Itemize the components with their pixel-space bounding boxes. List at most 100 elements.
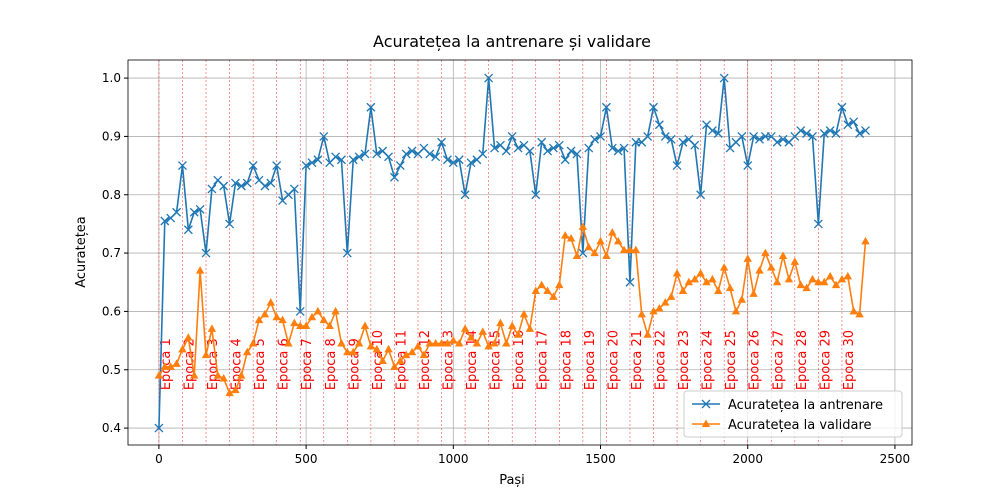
epoch-label: Epoca 28 (795, 330, 810, 390)
data-point (543, 146, 552, 156)
data-point (596, 236, 605, 245)
data-point (761, 248, 770, 257)
data-point (301, 161, 311, 171)
data-point (407, 146, 417, 156)
data-point (401, 149, 411, 159)
data-point (831, 280, 841, 289)
data-point (266, 178, 276, 188)
y-tick-label: 0.8 (102, 188, 121, 202)
data-point (225, 219, 235, 229)
y-axis-label: Acuratețea (74, 216, 89, 288)
data-point (443, 339, 452, 347)
x-tick-label: 1500 (585, 452, 616, 466)
data-point (513, 143, 523, 153)
data-point (496, 318, 505, 327)
data-point (266, 298, 275, 306)
data-point (696, 269, 705, 277)
data-point (325, 321, 334, 329)
data-point (348, 155, 358, 165)
x-tick-label: 500 (295, 452, 318, 466)
data-point (537, 137, 547, 147)
data-point (672, 269, 682, 277)
data-point (537, 280, 546, 289)
data-point (696, 190, 706, 200)
data-point (490, 339, 499, 347)
epoch-label: Epoca 25 (724, 330, 739, 390)
data-point (242, 178, 252, 188)
data-point (478, 149, 488, 159)
data-point (248, 161, 258, 171)
epoch-label: Epoca 10 (371, 330, 386, 390)
data-point (578, 222, 588, 230)
data-point (619, 143, 629, 153)
data-point (342, 248, 352, 258)
data-point (554, 140, 564, 150)
data-point (790, 257, 800, 265)
data-point (767, 263, 776, 271)
data-point (531, 286, 540, 294)
data-point (301, 321, 311, 329)
data-point (666, 292, 676, 300)
data-point (849, 117, 859, 127)
data-point (449, 336, 458, 344)
data-point (590, 134, 600, 144)
data-point (490, 143, 499, 153)
data-point (719, 73, 729, 83)
data-point (425, 339, 434, 347)
data-point (684, 277, 694, 286)
data-point (278, 315, 287, 324)
data-point (243, 347, 252, 356)
data-point (560, 231, 570, 239)
data-point (448, 158, 458, 168)
data-point (731, 306, 741, 315)
data-point (319, 131, 329, 141)
epoch-label: Epoca 27 (771, 330, 786, 390)
legend-label: Acuratețea la antrenare (728, 398, 883, 413)
data-point (231, 385, 240, 394)
data-point (360, 321, 370, 329)
data-point (225, 388, 234, 397)
epoch-label: Epoca 5 (253, 338, 268, 390)
data-point (284, 339, 293, 347)
x-tick-label: 1000 (438, 452, 469, 466)
data-point (584, 242, 593, 251)
data-point (566, 234, 576, 242)
y-tick-label: 0.7 (102, 246, 121, 260)
data-point (160, 216, 170, 226)
data-point (607, 143, 617, 153)
data-point (166, 362, 175, 370)
chart-title: Acuratețea la antrenare și validare (373, 32, 651, 51)
data-point (796, 126, 806, 136)
data-point (407, 347, 417, 356)
y-tick-label: 1.0 (102, 71, 121, 85)
data-point (808, 274, 817, 283)
data-point (502, 339, 511, 347)
data-point (802, 129, 812, 138)
x-axis-label: Pași (499, 473, 525, 488)
data-point (507, 321, 517, 329)
data-point (649, 102, 658, 112)
data-point (230, 178, 240, 188)
data-point (548, 143, 558, 153)
data-point (331, 306, 340, 315)
data-point (625, 277, 635, 287)
data-point (183, 225, 193, 235)
data-point (313, 306, 323, 315)
epoch-label: Epoca 21 (630, 330, 645, 390)
data-point (513, 330, 523, 338)
data-point (289, 184, 299, 194)
data-point (655, 304, 664, 312)
data-point (501, 146, 511, 156)
data-point (525, 324, 535, 332)
epoch-label: Epoca 8 (324, 338, 339, 390)
data-point (160, 362, 170, 370)
data-point (354, 152, 364, 162)
data-point (820, 277, 829, 286)
data-point (419, 350, 429, 359)
data-point (201, 350, 211, 359)
data-point (455, 339, 464, 347)
epoch-label: Epoca 6 (277, 338, 292, 390)
data-point (749, 289, 758, 297)
data-point (190, 371, 199, 379)
